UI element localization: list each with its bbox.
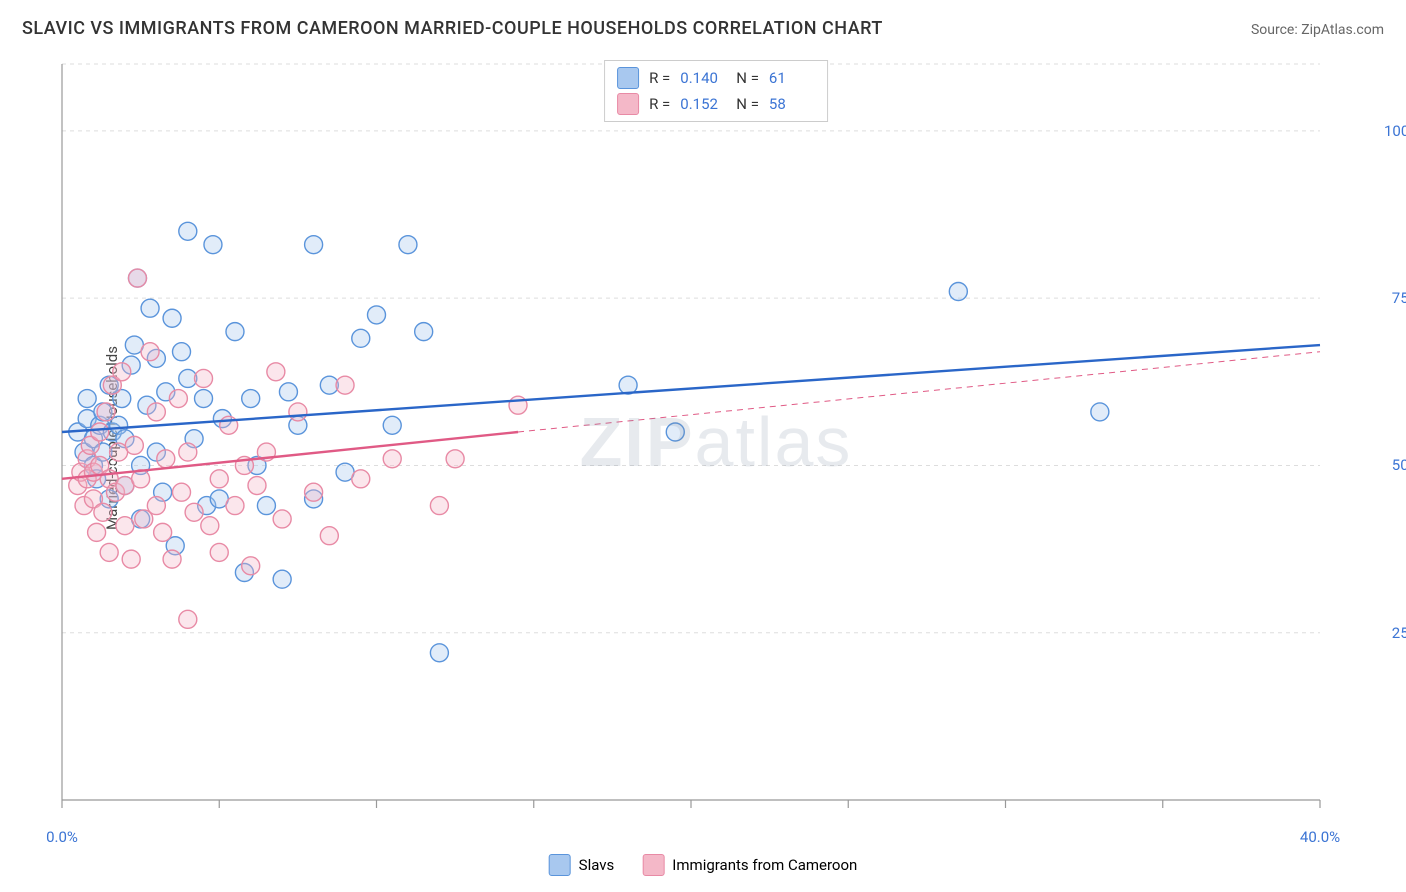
scatter-point	[267, 363, 285, 381]
scatter-point	[128, 269, 146, 287]
scatter-point	[78, 390, 96, 408]
stat-R-label: R =	[649, 69, 670, 87]
stat-N-value: 61	[769, 69, 815, 87]
y-tick-label: 75.0%	[1384, 289, 1406, 307]
scatter-point	[273, 570, 291, 588]
legend-swatch	[617, 67, 639, 89]
scatter-point	[201, 517, 219, 535]
scatter-point	[204, 236, 222, 254]
scatter-point	[305, 483, 323, 501]
stat-R-value: 0.140	[680, 69, 726, 87]
scatter-point	[185, 503, 203, 521]
series-legend: Slavs Immigrants from Cameroon	[549, 854, 858, 876]
scatter-point	[169, 390, 187, 408]
scatter-point	[173, 343, 191, 361]
scatter-point	[157, 450, 175, 468]
scatter-point	[399, 236, 417, 254]
x-tick-label: 0.0%	[46, 828, 78, 846]
scatter-point	[226, 323, 244, 341]
legend-label: Immigrants from Cameroon	[672, 856, 857, 874]
scatter-point	[94, 503, 112, 521]
scatter-point	[163, 309, 181, 327]
scatter-point	[1091, 403, 1109, 421]
scatter-point	[147, 403, 165, 421]
scatter-point	[415, 323, 433, 341]
scatter-point	[173, 483, 191, 501]
scatter-point	[210, 543, 228, 561]
scatter-point	[179, 610, 197, 628]
scatter-point	[113, 363, 131, 381]
y-tick-label: 100.0%	[1384, 122, 1406, 140]
scatter-point	[226, 497, 244, 515]
stat-N-value: 58	[769, 95, 815, 113]
scatter-point	[430, 644, 448, 662]
stat-R-value: 0.152	[680, 95, 726, 113]
scatter-point	[352, 470, 370, 488]
scatter-point	[179, 222, 197, 240]
chart-title: SLAVIC VS IMMIGRANTS FROM CAMEROON MARRI…	[22, 18, 883, 39]
legend-item: Slavs	[549, 854, 615, 876]
scatter-point	[91, 423, 109, 441]
scatter-point	[257, 497, 275, 515]
scatter-point	[320, 527, 338, 545]
scatter-point	[273, 510, 291, 528]
scatter-point	[122, 550, 140, 568]
trend-line	[62, 345, 1320, 432]
scatter-point	[100, 543, 118, 561]
stat-legend-row: R = 0.140 N = 61	[613, 65, 819, 91]
scatter-point	[97, 403, 115, 421]
scatter-point	[430, 497, 448, 515]
scatter-point	[666, 423, 684, 441]
stat-N-label: N =	[736, 69, 759, 87]
stat-legend: R = 0.140 N = 61 R = 0.152 N = 58	[604, 60, 828, 122]
y-tick-label: 25.0%	[1384, 624, 1406, 642]
scatter-point	[179, 443, 197, 461]
scatter-point	[242, 390, 260, 408]
scatter-point	[141, 299, 159, 317]
scatter-point	[242, 557, 260, 575]
scatter-point	[125, 436, 143, 454]
scatter-point	[383, 450, 401, 468]
scatter-point	[305, 236, 323, 254]
scatter-point	[195, 369, 213, 387]
scatter-point	[195, 390, 213, 408]
scatter-point	[154, 523, 172, 541]
scatter-point	[163, 550, 181, 568]
scatter-point	[352, 329, 370, 347]
scatter-point	[141, 343, 159, 361]
scatter-point	[368, 306, 386, 324]
legend-label: Slavs	[579, 856, 615, 874]
legend-swatch	[549, 854, 571, 876]
scatter-point	[88, 523, 106, 541]
scatter-point	[248, 477, 266, 495]
stat-legend-row: R = 0.152 N = 58	[613, 91, 819, 117]
scatter-point	[279, 383, 297, 401]
legend-swatch	[617, 93, 639, 115]
scatter-point	[336, 376, 354, 394]
y-tick-label: 50.0%	[1384, 456, 1406, 474]
chart-area: Married-couple Households ZIPatlas R =0.…	[56, 58, 1376, 818]
stat-R-label: R =	[649, 95, 670, 113]
x-tick-label: 40.0%	[1300, 828, 1340, 846]
scatter-point	[116, 517, 134, 535]
scatter-point	[289, 403, 307, 421]
scatter-point	[383, 416, 401, 434]
source-label: Source: ZipAtlas.com	[1251, 22, 1384, 38]
scatter-point	[949, 282, 967, 300]
legend-swatch	[642, 854, 664, 876]
scatter-plot	[56, 58, 1376, 818]
scatter-point	[147, 497, 165, 515]
stat-N-label: N =	[736, 95, 759, 113]
legend-item: Immigrants from Cameroon	[642, 854, 857, 876]
scatter-point	[446, 450, 464, 468]
scatter-point	[210, 470, 228, 488]
